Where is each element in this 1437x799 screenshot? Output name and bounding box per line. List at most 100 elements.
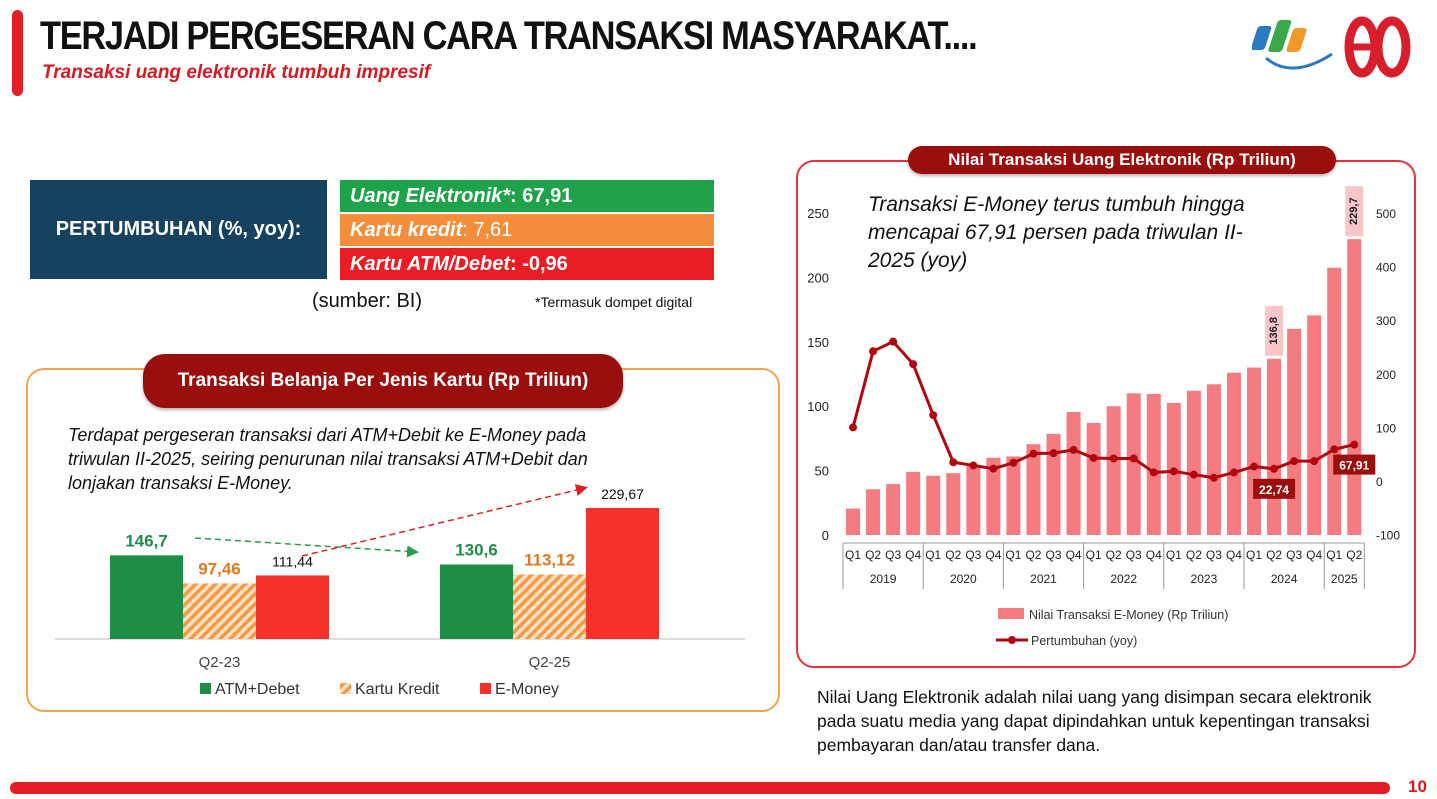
growth-point (869, 347, 878, 356)
right-axis-tick: 0 (1376, 475, 1383, 489)
right-axis-tick: 500 (1376, 207, 1396, 221)
growth-callout-label: 67,91 (1339, 459, 1369, 473)
growth-point (1330, 445, 1339, 454)
emoney-bar (886, 484, 901, 535)
growth-name: Kartu ATM/Debet (350, 253, 510, 275)
emoney-bar (1146, 393, 1161, 535)
quarter-label: Q3 (1286, 548, 1302, 562)
emoney-bar (1287, 328, 1302, 535)
emoney-bar (1347, 239, 1362, 535)
emoney-bar (866, 489, 881, 535)
quarter-label: Q4 (1066, 548, 1082, 562)
growth-point (1209, 473, 1218, 482)
year-label: 2024 (1271, 572, 1298, 586)
emoney-bar (846, 508, 861, 535)
left-panel-note: Terdapat pergeseran transaksi dari ATM+D… (68, 425, 588, 493)
growth-value: 7,61 (473, 219, 513, 241)
quarter-label: Q4 (985, 548, 1001, 562)
quarter-label: Q1 (1005, 548, 1021, 562)
bar-value-label: 146,7 (125, 531, 168, 550)
right-axis-tick: 100 (1376, 421, 1396, 435)
growth-row-credit-card: Kartu kredit: 7,61 (340, 214, 714, 246)
quarter-label: Q2 (865, 548, 881, 562)
growth-point (1229, 468, 1238, 477)
shift-arrow-green (194, 537, 419, 558)
legend-swatch (200, 683, 211, 694)
bar-value-label: 113,12 (524, 550, 575, 569)
growth-point (909, 360, 918, 369)
logo-group (1252, 16, 1411, 78)
bps-logo-icon (1252, 20, 1333, 70)
quarter-label: Q2 (1346, 548, 1362, 562)
emoney-bar (1046, 433, 1061, 535)
right-axis-tick: -100 (1376, 529, 1400, 543)
emoney-bar (1206, 384, 1221, 535)
emoney-bar (1186, 390, 1201, 535)
quarter-label: Q2 (1186, 548, 1202, 562)
legend-swatch-bar (998, 608, 1024, 619)
source-note: (sumber: BI) (312, 290, 423, 312)
bar-value-label: 97,46 (198, 559, 241, 578)
quarter-label: Q1 (1326, 548, 1342, 562)
year-label: 2023 (1191, 572, 1218, 586)
page-subtitle: Transaksi uang elektronik tumbuh impresi… (42, 62, 431, 83)
quarter-label: Q2 (1106, 548, 1122, 562)
shift-arrow-red (301, 484, 588, 557)
quarter-label: Q3 (965, 548, 981, 562)
year-label: 2020 (950, 572, 977, 586)
growth-callout-box (1333, 454, 1376, 475)
legend-label: Kartu Kredit (355, 681, 440, 698)
emoney-bar (906, 471, 921, 535)
page-title: TERJADI PERGESERAN CARA TRANSAKSI MASYAR… (40, 14, 978, 58)
growth-point (1350, 440, 1359, 449)
bar-credit-card (513, 574, 586, 639)
emoney-bar (1307, 315, 1322, 535)
bar-value-label: 130,6 (455, 541, 498, 560)
category-label: Q2-25 (529, 654, 571, 671)
bar-value-label: 111,44 (272, 553, 313, 569)
footer-bar (10, 782, 1390, 794)
quarter-label: Q4 (1146, 548, 1162, 562)
legend-label: E-Money (495, 681, 559, 698)
card-bar-chart: 146,7 130,6 97,46 113,12 111,44 229,67 Q2-23 Q2… (55, 484, 745, 698)
growth-point (1089, 453, 1098, 462)
left-panel-title: Transaksi Belanja Per Jenis Kartu (Rp Tr… (143, 354, 623, 408)
growth-point (1169, 467, 1178, 476)
bar-atm-debit (440, 564, 513, 639)
growth-point (989, 464, 998, 473)
year-label: 2019 (870, 572, 897, 586)
growth-point (889, 337, 898, 346)
emoney-bar (1126, 393, 1141, 535)
definition-note: Nilai Uang Elektronik adalah nilai uang … (817, 687, 1372, 755)
growth-point (949, 458, 958, 467)
growth-name: Uang Elektronik* (350, 185, 511, 207)
bar-callout-label: 229,7 (1348, 197, 1360, 225)
right-panel-note: Transaksi E-Money terus tumbuh hingga me… (868, 193, 1245, 272)
quarter-label: Q3 (1126, 548, 1142, 562)
quarter-label: Q1 (925, 548, 941, 562)
legend-swatch (340, 683, 351, 694)
growth-point (1310, 457, 1319, 466)
quarter-label: Q1 (1246, 548, 1262, 562)
growth-label: PERTUMBUHAN (%, yoy): (30, 180, 327, 279)
growth-row-atm-debit: Kartu ATM/Debet: -0,96 (340, 248, 714, 280)
emoney-bar (1226, 372, 1241, 535)
quarter-label: Q4 (905, 548, 921, 562)
legend-swatch-point (1008, 636, 1016, 644)
emoney-bar (966, 466, 981, 535)
legend-swatch (480, 683, 491, 694)
growth-point (1250, 462, 1259, 471)
quarter-label: Q1 (845, 548, 861, 562)
emoney-bar (1106, 406, 1121, 535)
left-axis-tick: 250 (807, 206, 829, 221)
growth-point (969, 461, 978, 470)
quarter-label: Q3 (1046, 548, 1062, 562)
legend-label: Nilai Transaksi E-Money (Rp Triliun) (1029, 608, 1228, 622)
emoney-combo-chart: 0 50 100 150 200 250 -100 0 100 200 300 400 500 Q1 Q2 Q… (807, 186, 1400, 648)
growth-point (1109, 454, 1118, 463)
bar-callout-box (1345, 186, 1364, 237)
emoney-bar (1267, 358, 1282, 535)
quarter-label: Q1 (1086, 548, 1102, 562)
quarter-label: Q1 (1166, 548, 1182, 562)
growth-callout-box (1253, 478, 1296, 499)
